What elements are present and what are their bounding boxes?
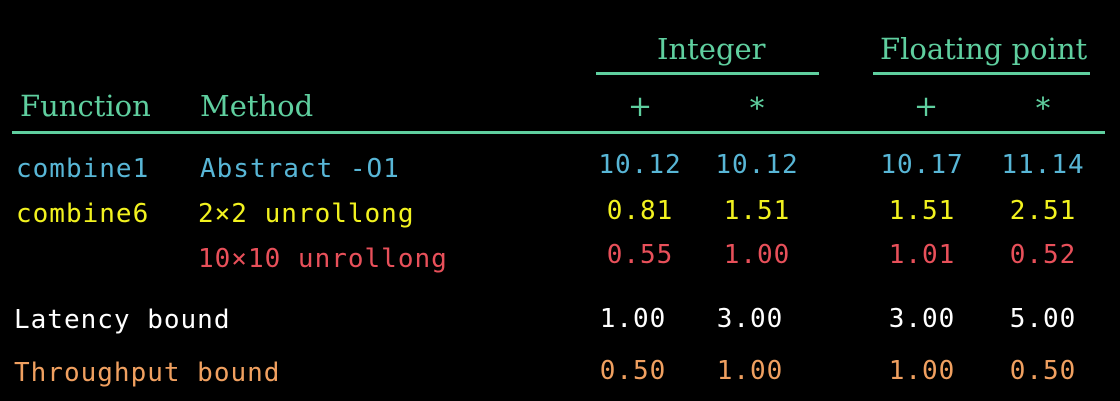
row-method: 2×2 unrollong	[198, 199, 415, 229]
row-fp-mul: 0.50	[1009, 356, 1077, 386]
header-floating-point: Floating point	[880, 32, 1088, 66]
row-fp-add: 3.00	[888, 304, 956, 334]
header-method: Method	[200, 89, 314, 123]
header-rule	[12, 131, 1105, 134]
row-int-add: 1.00	[599, 304, 667, 334]
row-int-add: 0.81	[606, 196, 674, 226]
row-method: Abstract -O1	[200, 154, 400, 184]
header-int-times: *	[749, 91, 765, 125]
row-function: Throughput bound	[14, 358, 281, 388]
row-fp-add: 1.01	[888, 240, 956, 270]
header-function: Function	[20, 89, 151, 123]
header-int-plus: +	[627, 89, 653, 123]
row-int-mul: 1.51	[723, 196, 791, 226]
row-fp-mul: 5.00	[1009, 304, 1077, 334]
row-fp-add: 1.51	[888, 196, 956, 226]
row-int-mul: 1.00	[716, 356, 784, 386]
row-int-mul: 1.00	[723, 240, 791, 270]
header-fp-times: *	[1035, 91, 1051, 125]
row-fp-mul: 11.14	[1001, 150, 1085, 180]
row-fp-mul: 2.51	[1009, 196, 1077, 226]
float-group-rule	[873, 72, 1090, 75]
row-int-add: 0.50	[599, 356, 667, 386]
row-int-mul: 10.12	[715, 150, 799, 180]
row-function: combine6	[16, 199, 150, 229]
row-fp-mul: 0.52	[1009, 240, 1077, 270]
header-fp-plus: +	[913, 89, 939, 123]
row-method: 10×10 unrollong	[198, 244, 448, 274]
row-fp-add: 1.00	[888, 356, 956, 386]
row-function: Latency bound	[14, 305, 231, 335]
row-int-add: 10.12	[598, 150, 682, 180]
header-integer: Integer	[657, 32, 766, 66]
row-fp-add: 10.17	[880, 150, 964, 180]
integer-group-rule	[596, 72, 819, 75]
row-function: combine1	[16, 154, 150, 184]
row-int-add: 0.55	[606, 240, 674, 270]
row-int-mul: 3.00	[716, 304, 784, 334]
